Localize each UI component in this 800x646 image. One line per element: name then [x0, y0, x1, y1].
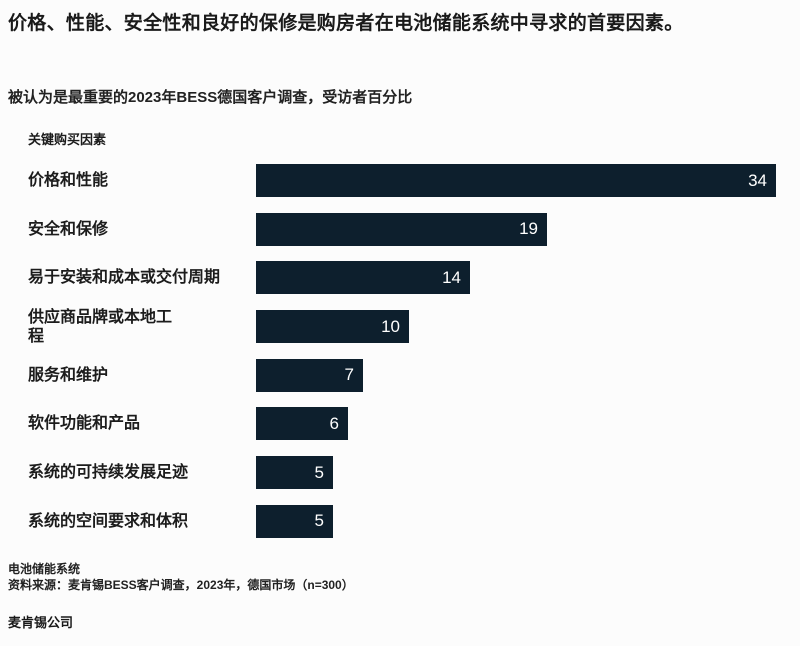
category-label: 服务和维护 — [28, 366, 109, 384]
source-line: 资料来源：麦肯锡BESS客户调查，2023年，德国市场（n=300） — [8, 578, 354, 592]
bar: 34 — [256, 164, 776, 197]
bar-row: 系统的可持续发展足迹 5 — [0, 456, 800, 490]
chart-subtitle: 被认为是最重要的2023年BESS德国客户调查，受访者百分比 — [8, 89, 413, 106]
bar-row: 易于安装和成本或交付周期 14 — [0, 261, 800, 295]
axis-label: 关键购买因素 — [28, 132, 107, 147]
bar: 6 — [256, 407, 348, 441]
value-label: 10 — [381, 316, 400, 336]
value-label: 14 — [442, 267, 461, 287]
bar-row: 软件功能和产品 6 — [0, 407, 800, 441]
category-label: 软件功能和产品 — [28, 415, 141, 433]
brand-logo-text: 麦肯锡公司 — [8, 615, 74, 630]
bar: 19 — [256, 212, 547, 246]
bar: 5 — [256, 504, 333, 538]
bar-row: 安全和保修 19 — [0, 212, 800, 246]
value-label: 6 — [329, 413, 339, 433]
category-label: 供应商品牌或本地工 程 — [28, 308, 173, 345]
bar-row: 服务和维护 7 — [0, 358, 800, 392]
bar: 7 — [256, 358, 363, 392]
category-label: 价格和性能 — [28, 172, 109, 189]
bar-row: 供应商品牌或本地工 程 10 — [0, 308, 800, 345]
category-label: 易于安装和成本或交付周期 — [28, 269, 221, 287]
footnote: 电池储能系统 — [8, 562, 81, 576]
bar-row: 价格和性能 34 — [0, 164, 800, 197]
bar: 14 — [256, 261, 470, 295]
category-label: 系统的可持续发展足迹 — [28, 464, 189, 482]
value-label: 34 — [748, 170, 767, 190]
value-label: 5 — [314, 511, 324, 531]
value-label: 5 — [314, 462, 324, 482]
bar: 5 — [256, 456, 333, 490]
category-label: 系统的空间要求和体积 — [28, 512, 189, 530]
bar: 10 — [256, 310, 409, 344]
value-label: 19 — [519, 219, 538, 239]
value-label: 7 — [344, 365, 354, 385]
bar-row: 系统的空间要求和体积 5 — [0, 504, 800, 538]
category-label: 安全和保修 — [28, 220, 109, 238]
page-title: 价格、性能、安全性和良好的保修是购房者在电池储能系统中寻求的首要因素。 — [8, 13, 684, 34]
bar-rows: 价格和性能 34 安全和保修 19 易于安装和成本或交付周期 14 供应商品牌或本地工 程 1… — [0, 164, 800, 554]
